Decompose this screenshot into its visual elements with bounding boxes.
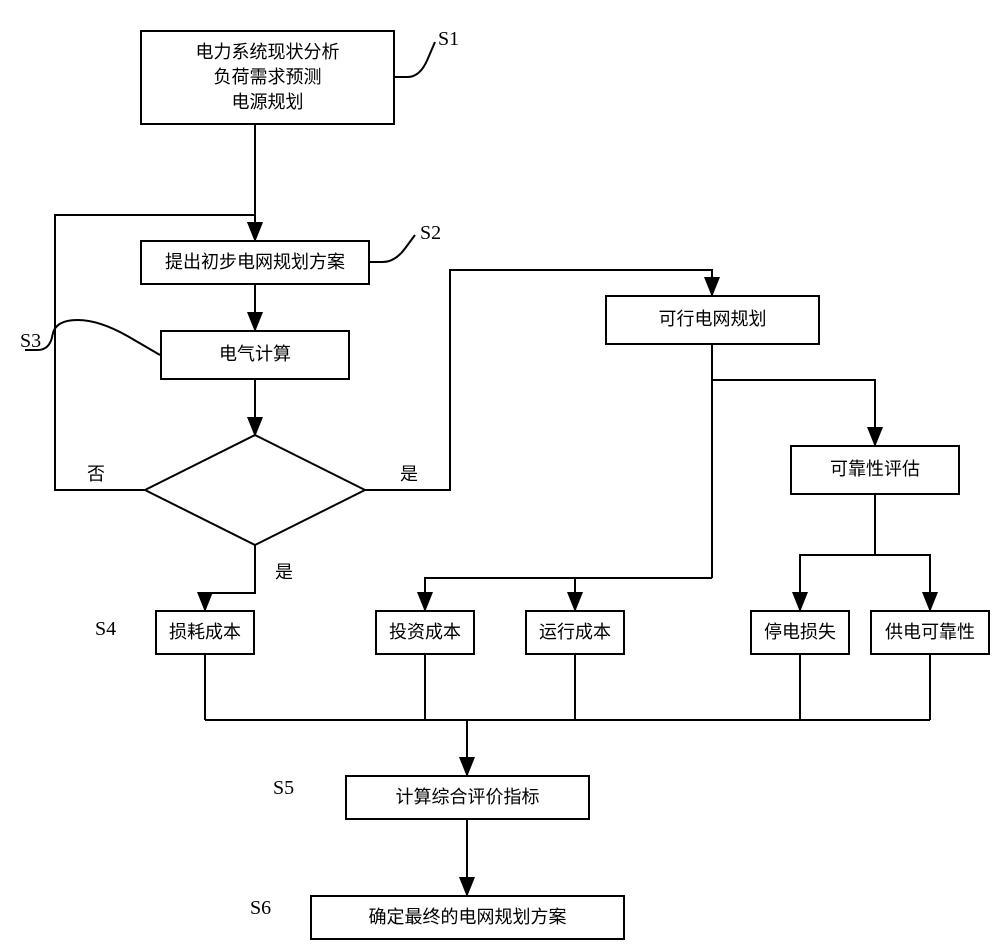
step-label-s5: S5 bbox=[273, 777, 294, 800]
node-n2: 提出初步电网规划方案 bbox=[140, 240, 370, 285]
edge-label-no: 否 bbox=[87, 460, 105, 486]
node-n9: 停电损失 bbox=[750, 610, 850, 655]
node-n6: 损耗成本 bbox=[155, 610, 255, 655]
node-n7: 投资成本 bbox=[375, 610, 475, 655]
step-label-s4: S4 bbox=[95, 618, 116, 641]
step-label-s1: S1 bbox=[438, 28, 459, 51]
node-n1: 电力系统现状分析 负荷需求预测 电源规划 bbox=[140, 30, 395, 125]
node-n8: 运行成本 bbox=[525, 610, 625, 655]
step-label-s3: S3 bbox=[20, 330, 41, 353]
step-label-s2: S2 bbox=[420, 222, 441, 245]
node-d1: 安全性指标 满足要求 bbox=[145, 435, 365, 545]
node-n10: 供电可靠性 bbox=[870, 610, 990, 655]
step-label-s6: S6 bbox=[250, 897, 271, 920]
edge-label-yes2: 是 bbox=[275, 558, 293, 584]
node-n5: 可靠性评估 bbox=[790, 445, 960, 495]
node-n11: 计算综合评价指标 bbox=[345, 775, 590, 820]
node-n3: 电气计算 bbox=[160, 330, 350, 380]
node-n12: 确定最终的电网规划方案 bbox=[310, 895, 625, 940]
edge-label-yes1: 是 bbox=[400, 460, 418, 486]
node-n4: 可行电网规划 bbox=[605, 295, 820, 345]
